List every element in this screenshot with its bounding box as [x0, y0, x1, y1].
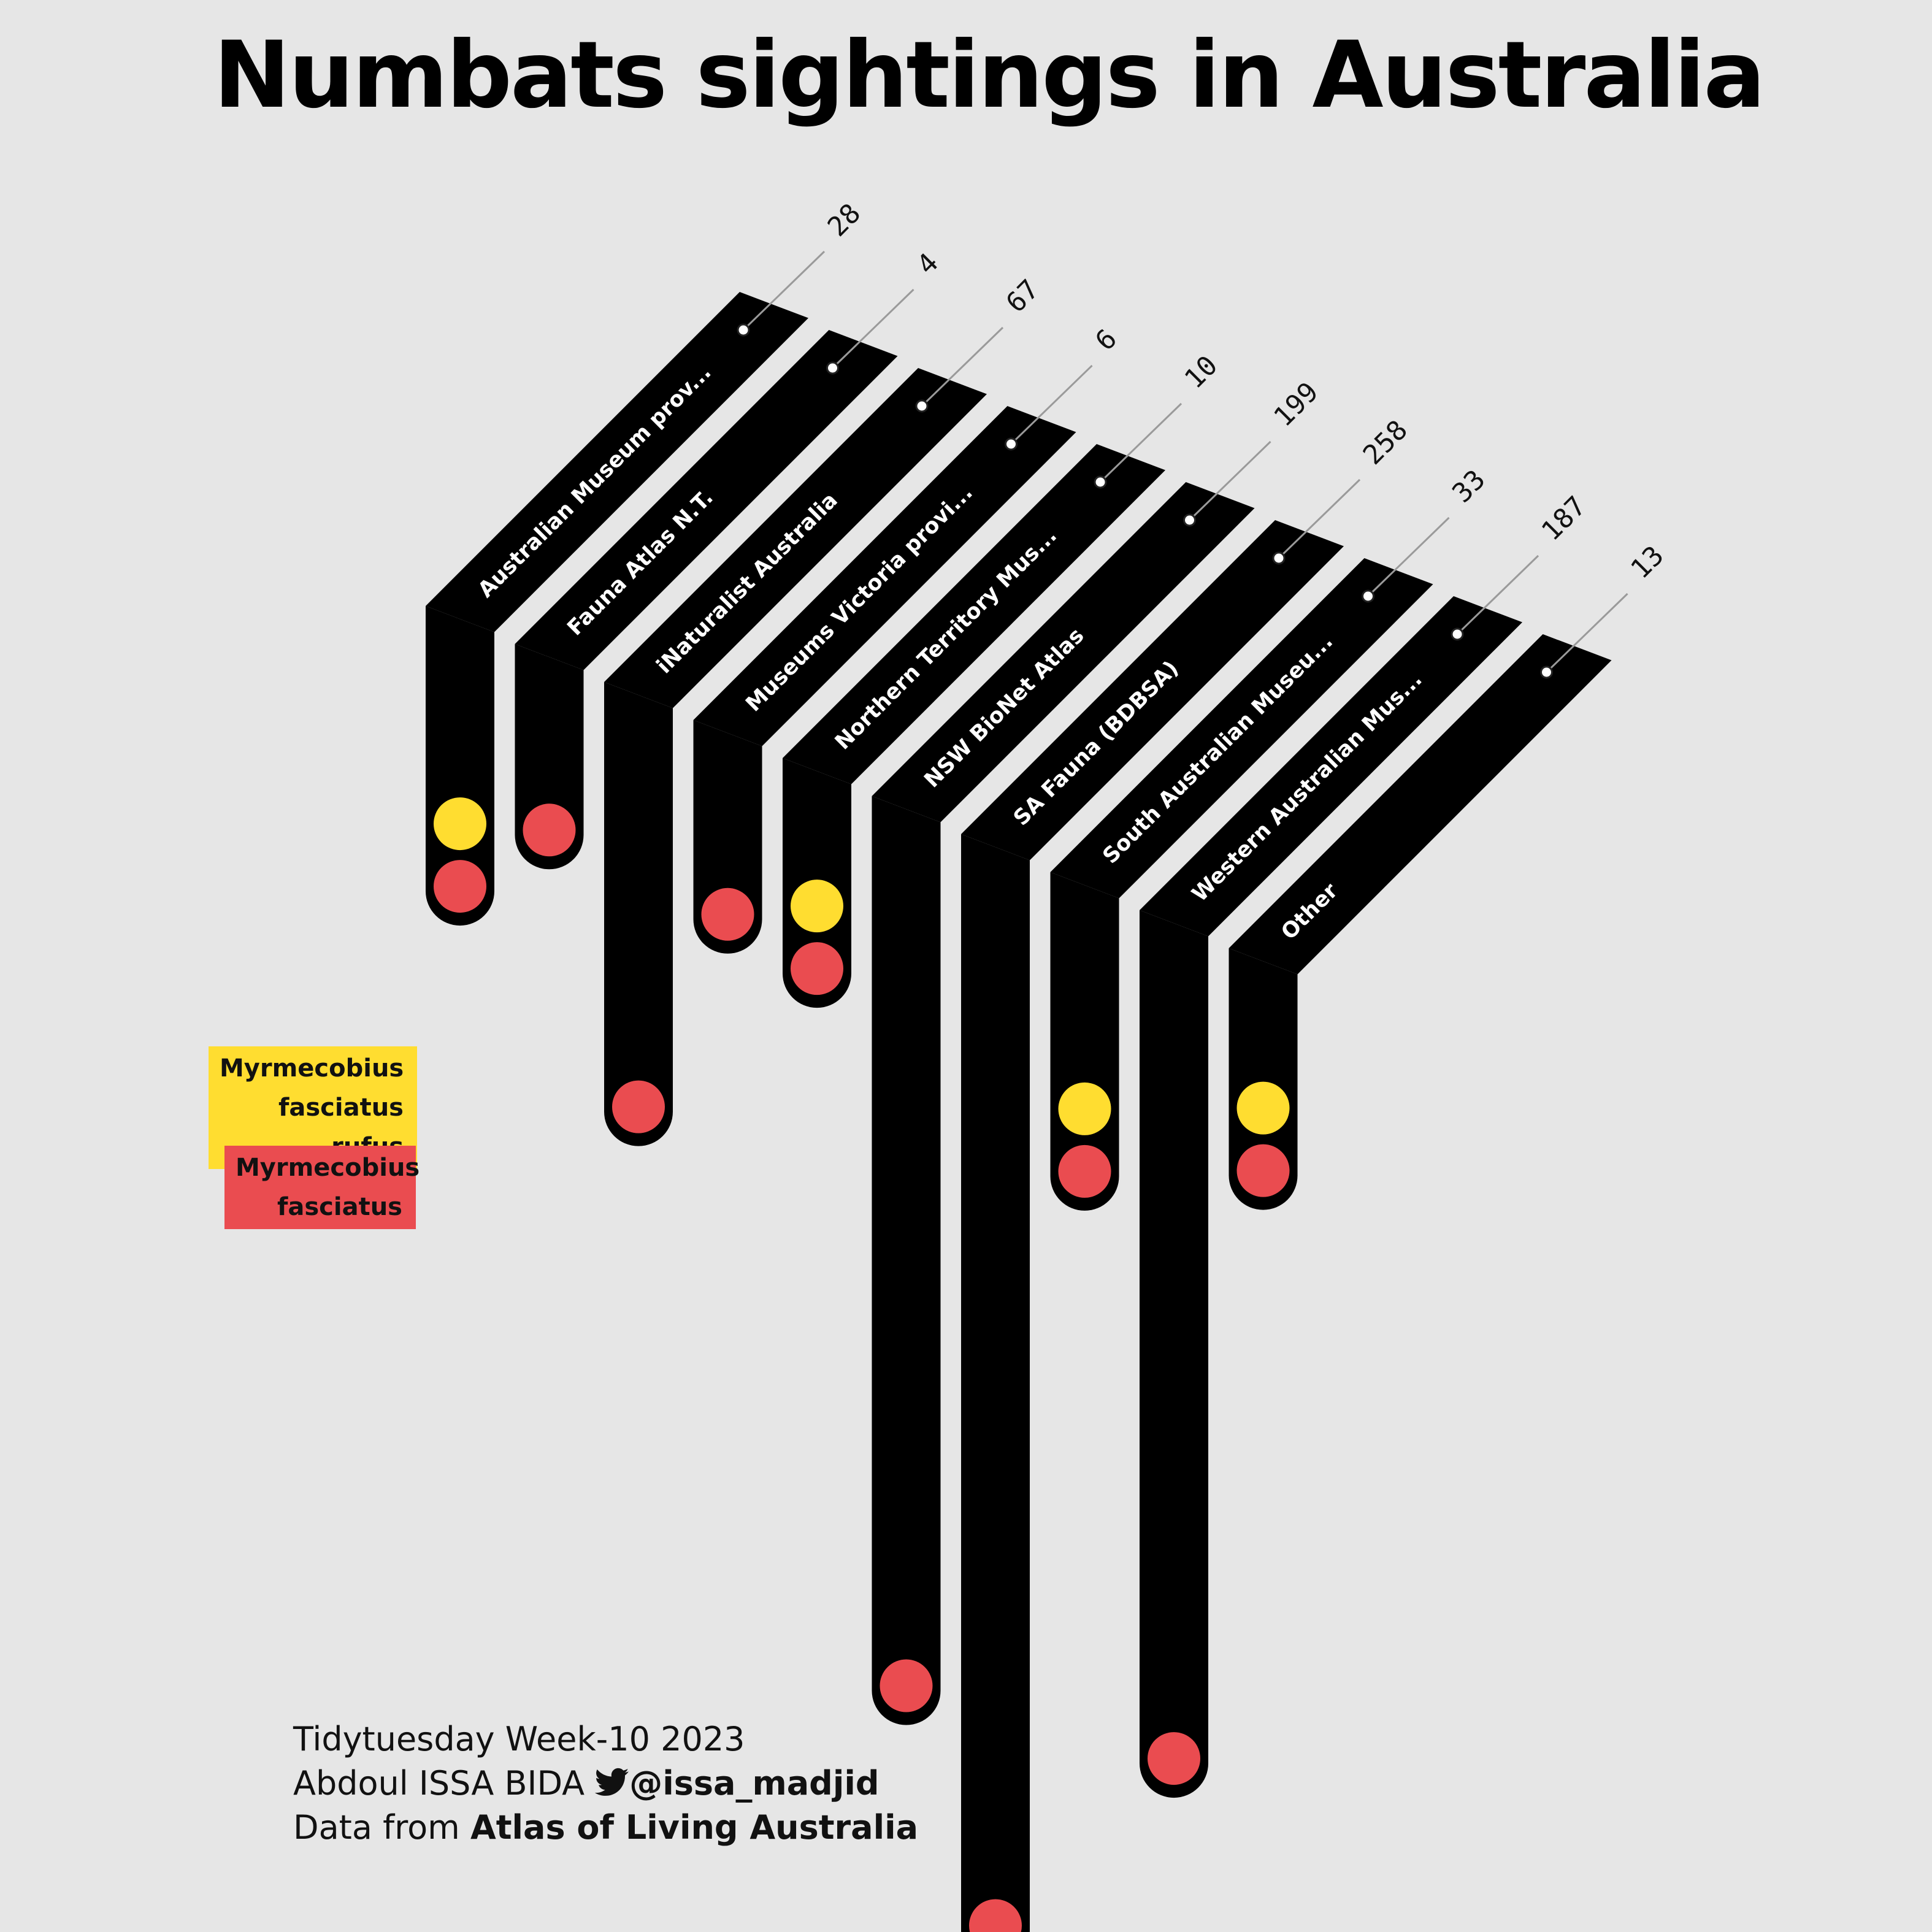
caption-line1: Tidytuesday Week-10 2023 [293, 1720, 745, 1758]
caption-line3: Data from Atlas of Living Australia [293, 1806, 918, 1850]
bar-top [515, 330, 898, 670]
dot-fasciatus [965, 1895, 1025, 1932]
value-label: 28 [822, 197, 867, 243]
value-label: 199 [1268, 377, 1324, 433]
caption-source-prefix: Data from [293, 1808, 470, 1847]
leader-line [1099, 402, 1183, 483]
legend-rufus-line1: Myrmecobius [220, 1054, 404, 1083]
bar [872, 796, 941, 1725]
value-label: 258 [1357, 415, 1414, 471]
bar-top [1229, 634, 1612, 975]
leader-dot [737, 323, 750, 337]
caption-handle: @issa_madjid [629, 1764, 880, 1803]
leader-dot [1451, 627, 1464, 641]
value-label: 33 [1446, 464, 1492, 509]
value-label: 4 [911, 247, 945, 281]
dot-rufus [787, 876, 847, 937]
bar-top [872, 482, 1255, 822]
leader-dot [826, 361, 839, 375]
leader-line [1189, 440, 1271, 521]
dot-fasciatus [697, 884, 758, 945]
dot-fasciatus [608, 1076, 669, 1137]
caption-line2: Abdoul ISSA BIDA @issa_madjid [293, 1761, 918, 1806]
bar [1140, 910, 1208, 1798]
leader-dot [1005, 437, 1018, 451]
leader-line [1278, 478, 1361, 559]
legend-fasciatus-line2: fasciatus [277, 1193, 402, 1221]
dot-fasciatus [430, 856, 490, 917]
leader-line [1367, 516, 1450, 597]
value-label: 10 [1179, 350, 1224, 395]
leader-line [742, 250, 826, 331]
value-label: 13 [1625, 540, 1670, 585]
leader-line [832, 288, 914, 369]
leader-dot [1540, 665, 1553, 679]
dot-fasciatus [876, 1655, 937, 1716]
bar-top [693, 406, 1076, 746]
bar-top [604, 368, 987, 708]
leader-line [1010, 364, 1093, 445]
value-label: 67 [1000, 274, 1046, 319]
legend-fasciatus-line1: Myrmecobius [236, 1154, 420, 1182]
dot-fasciatus [1144, 1728, 1204, 1789]
twitter-icon [595, 1768, 629, 1796]
leader-line [921, 326, 1004, 407]
leader-line [1546, 592, 1628, 673]
bar-top [783, 444, 1165, 784]
leader-dot [1362, 589, 1374, 603]
caption-source: Atlas of Living Australia [470, 1808, 919, 1847]
dot-rufus [430, 794, 490, 854]
dot-fasciatus [519, 800, 580, 861]
leader-dot [1094, 475, 1107, 489]
bar-top [961, 520, 1344, 861]
value-label: 6 [1089, 323, 1123, 357]
caption: Tidytuesday Week-10 2023 Abdoul ISSA BID… [293, 1717, 918, 1850]
bar [961, 834, 1030, 1932]
dot-fasciatus [787, 938, 847, 999]
dot-rufus [1054, 1078, 1115, 1139]
chart-title: Numbats sightings in Australia [213, 22, 1766, 129]
bar-top [1140, 596, 1522, 937]
dot-rufus [1233, 1078, 1294, 1138]
leader-dot [1272, 551, 1286, 565]
legend-fasciatus: Myrmecobius fasciatus [224, 1146, 420, 1229]
bar-top [426, 292, 808, 632]
dot-fasciatus [1233, 1140, 1294, 1201]
value-label: 187 [1536, 491, 1592, 547]
caption-author: Abdoul ISSA BIDA [293, 1764, 585, 1803]
dot-fasciatus [1054, 1141, 1115, 1202]
leader-dot [1183, 513, 1196, 527]
bar-top [1050, 558, 1433, 899]
leader-line [1456, 554, 1539, 635]
leader-dot [915, 399, 929, 413]
bar [604, 682, 673, 1146]
